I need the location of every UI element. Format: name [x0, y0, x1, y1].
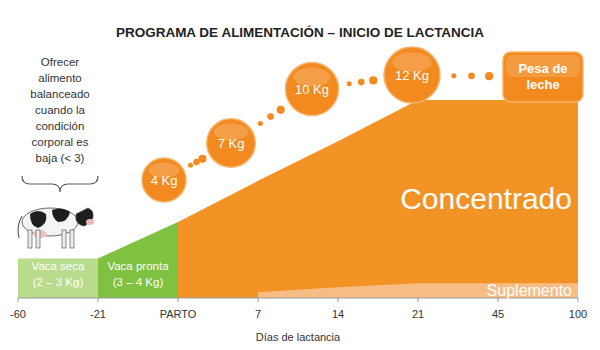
- connector-dot: [198, 155, 206, 163]
- milk-bubble: [142, 158, 186, 202]
- cow-icon: [18, 208, 94, 248]
- connector-dot: [267, 113, 274, 120]
- note-text: balanceado: [30, 88, 89, 100]
- milk-bubble: [286, 63, 339, 116]
- x-tick-label: 7: [255, 308, 261, 320]
- note-text: alimento: [38, 72, 81, 84]
- cow-head: [76, 208, 93, 226]
- series-sublabel: (3 – 4 Kg): [113, 276, 164, 288]
- cow-nose: [86, 219, 94, 225]
- note-text: Ofrecer: [41, 56, 80, 68]
- milk-label: 10 Kg: [295, 82, 329, 97]
- x-tick: [258, 298, 259, 302]
- connector-dot: [277, 106, 285, 114]
- connector-dot: [485, 72, 493, 80]
- connector-dot: [188, 163, 193, 168]
- x-tick-label: 21: [412, 308, 424, 320]
- series-label: Vaca seca: [32, 260, 85, 272]
- area: [18, 258, 98, 298]
- milk-bubble: [207, 119, 256, 168]
- brace: [22, 176, 98, 192]
- chart: PROGRAMA DE ALIMENTACIÓN – INICIO DE LAC…: [0, 0, 600, 350]
- x-axis-label: Días de lactancia: [256, 331, 341, 343]
- milk-title: Pesa de: [518, 61, 567, 76]
- cow-tail: [18, 216, 22, 238]
- plot-area: [18, 100, 578, 298]
- x-tick: [578, 298, 579, 302]
- milk-box: [503, 52, 583, 102]
- cow-leg: [62, 230, 66, 248]
- milk-label: 4 Kg: [151, 173, 178, 188]
- x-tick-label: 14: [332, 308, 344, 320]
- x-tick: [178, 298, 179, 302]
- series-label: Suplemento: [487, 282, 572, 299]
- cow-leg: [36, 230, 40, 248]
- note-text: condición: [36, 120, 85, 132]
- x-tick-label: 100: [569, 308, 587, 320]
- connector-dot: [369, 76, 377, 84]
- box-highlight: [506, 55, 580, 77]
- note-text: baja (< 3): [36, 152, 85, 164]
- milk-label: 12 Kg: [395, 68, 429, 83]
- area: [98, 222, 178, 298]
- x-tick: [18, 298, 19, 302]
- note-text: cuando la: [35, 104, 85, 116]
- connector-dot: [347, 81, 352, 86]
- connector-dot: [258, 121, 263, 126]
- cow-spot: [30, 211, 46, 228]
- connector-dot: [358, 79, 365, 86]
- milk-bubble: [384, 47, 440, 103]
- series-label: Concentrado: [400, 182, 572, 215]
- cow-spot: [52, 208, 70, 222]
- title: PROGRAMA DE ALIMENTACIÓN – INICIO DE LAC…: [116, 25, 484, 40]
- connector-dot: [451, 73, 456, 78]
- note-text: corporal es: [32, 136, 89, 148]
- connector-dot: [468, 73, 475, 80]
- milk-title: leche: [526, 77, 559, 92]
- x-tick-label: 45: [492, 308, 504, 320]
- series-label: Vaca pronta: [107, 260, 169, 272]
- cow-leg: [70, 230, 74, 248]
- milk-label: 7 Kg: [218, 136, 245, 151]
- x-tick-label: PARTO: [160, 308, 197, 320]
- x-tick: [418, 298, 419, 302]
- x-tick-label: -60: [10, 308, 26, 320]
- area: [178, 100, 578, 298]
- cow-leg: [28, 230, 32, 248]
- x-tick: [98, 298, 99, 302]
- x-tick-label: -21: [90, 308, 106, 320]
- series-sublabel: (2 – 3 Kg): [33, 276, 84, 288]
- x-tick: [338, 298, 339, 302]
